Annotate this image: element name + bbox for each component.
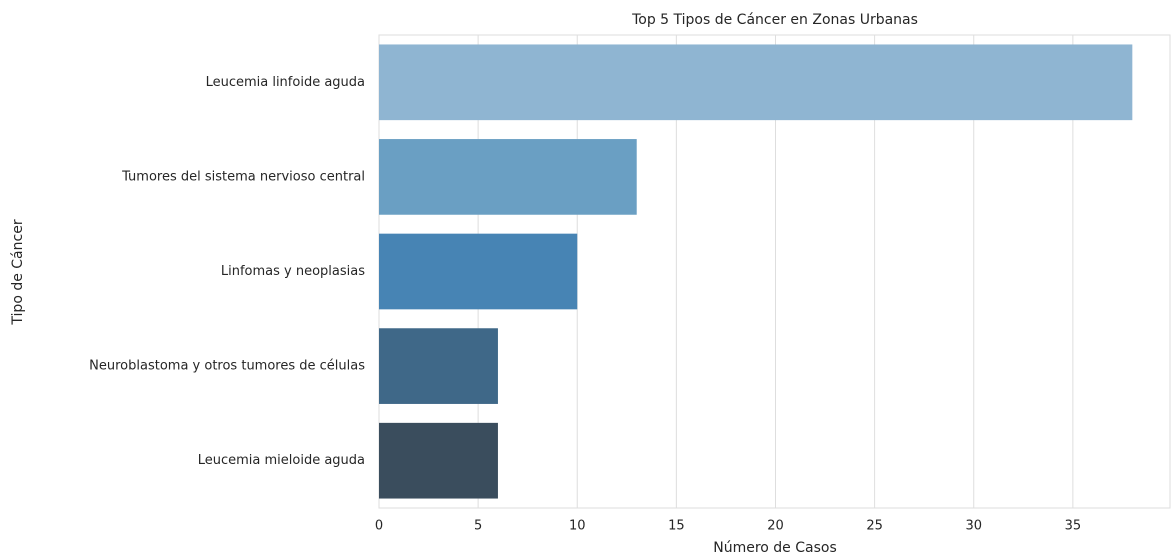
x-tick-label: 30 <box>965 519 982 534</box>
x-axis-label: Número de Casos <box>713 540 837 556</box>
y-tick-label: Leucemia linfoide aguda <box>206 75 365 90</box>
x-tick-label: 0 <box>375 519 383 534</box>
bar <box>379 44 1133 121</box>
x-tick-label: 5 <box>474 519 482 534</box>
bar <box>379 233 578 310</box>
bar <box>379 139 637 215</box>
y-tick-label: Neuroblastoma y otros tumores de células <box>89 359 365 374</box>
bar <box>379 422 498 499</box>
y-tick-label: Linfomas y neoplasias <box>221 264 365 279</box>
chart-title: Top 5 Tipos de Cáncer en Zonas Urbanas <box>631 12 918 28</box>
y-axis-label: Tipo de Cáncer <box>10 219 26 325</box>
bar <box>379 328 498 404</box>
x-tick-label: 10 <box>569 519 586 534</box>
y-tick-label: Leucemia mieloide aguda <box>198 453 365 468</box>
y-tick-label: Tumores del sistema nervioso central <box>121 169 365 184</box>
x-tick-label: 35 <box>1065 519 1082 534</box>
x-tick-label: 20 <box>767 519 784 534</box>
x-tick-label: 15 <box>668 519 685 534</box>
x-tick-label: 25 <box>866 519 883 534</box>
